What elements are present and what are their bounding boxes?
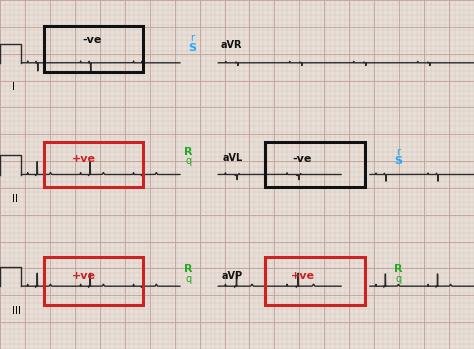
Text: aVP: aVP	[222, 271, 243, 281]
Text: S: S	[394, 156, 402, 166]
Text: -ve: -ve	[293, 154, 312, 164]
Text: II: II	[12, 194, 18, 204]
Text: R: R	[394, 265, 402, 274]
Text: I: I	[12, 82, 15, 92]
Text: +ve: +ve	[291, 271, 314, 281]
Text: aVL: aVL	[222, 153, 242, 163]
Bar	[265, 142, 365, 187]
Text: III: III	[12, 306, 21, 315]
Text: aVR: aVR	[220, 40, 242, 50]
Bar	[44, 257, 143, 305]
Text: +ve: +ve	[73, 271, 96, 281]
Bar	[44, 142, 143, 187]
Text: r: r	[396, 147, 400, 157]
Text: q: q	[186, 274, 191, 284]
Text: -ve: -ve	[83, 35, 102, 45]
Text: R: R	[184, 265, 193, 274]
Text: +ve: +ve	[73, 154, 96, 164]
Text: r: r	[190, 34, 194, 43]
Bar	[44, 26, 143, 72]
Bar	[265, 257, 365, 305]
Text: S: S	[188, 43, 196, 53]
Text: q: q	[395, 274, 401, 284]
Text: R: R	[184, 147, 193, 157]
Text: q: q	[186, 156, 191, 166]
